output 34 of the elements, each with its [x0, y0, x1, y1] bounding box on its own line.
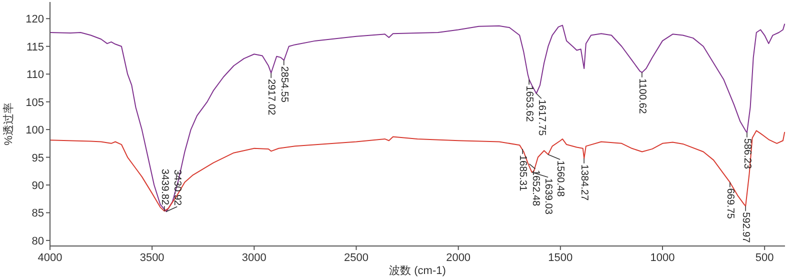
annotation: 592.97	[740, 212, 752, 244]
x-axis-title: 波数 (cm-1)	[389, 264, 446, 277]
x-tick-label: 500	[755, 252, 774, 264]
annotation: 669.75	[724, 188, 736, 220]
annotation: 1100.62	[636, 78, 648, 114]
x-tick-label: 2000	[446, 252, 471, 264]
y-tick-label: 120	[26, 14, 44, 26]
y-tick-label: 90	[32, 180, 44, 192]
annotation: 2854.55	[278, 66, 290, 103]
annotation: 1652.48	[530, 170, 541, 207]
annotation: 586.23	[741, 138, 752, 170]
x-tick-label: 1000	[650, 252, 675, 264]
x-tick-label: 2500	[344, 252, 368, 264]
y-tick-label: 85	[32, 208, 44, 220]
annotation: 3439.82	[158, 168, 170, 206]
y-tick-label: 95	[32, 152, 44, 164]
annotation: 1685.31	[517, 154, 528, 192]
y-tick-label: 110	[26, 69, 44, 82]
annotation: 1560.48	[554, 160, 566, 198]
x-tick-label: 3500	[140, 252, 164, 264]
y-tick-label: 100	[26, 124, 44, 137]
annotation: 1617.75	[536, 100, 547, 136]
y-tick-label: 115	[26, 41, 44, 54]
x-tick-label: 1500	[548, 252, 573, 264]
x-tick-label: 3000	[242, 252, 266, 264]
annotation: 1653.62	[524, 86, 535, 122]
y-tick-label: 80	[32, 235, 44, 248]
annotation: 3430.92	[172, 169, 183, 206]
x-tick-label: 4000	[38, 252, 62, 264]
annotation: 2917.02	[266, 78, 277, 116]
annotation: 1639.03	[542, 178, 554, 215]
y-tick-label: 105	[26, 96, 44, 109]
y-axis-title: %透过率	[2, 102, 15, 146]
annotation: 1384.27	[578, 164, 590, 201]
